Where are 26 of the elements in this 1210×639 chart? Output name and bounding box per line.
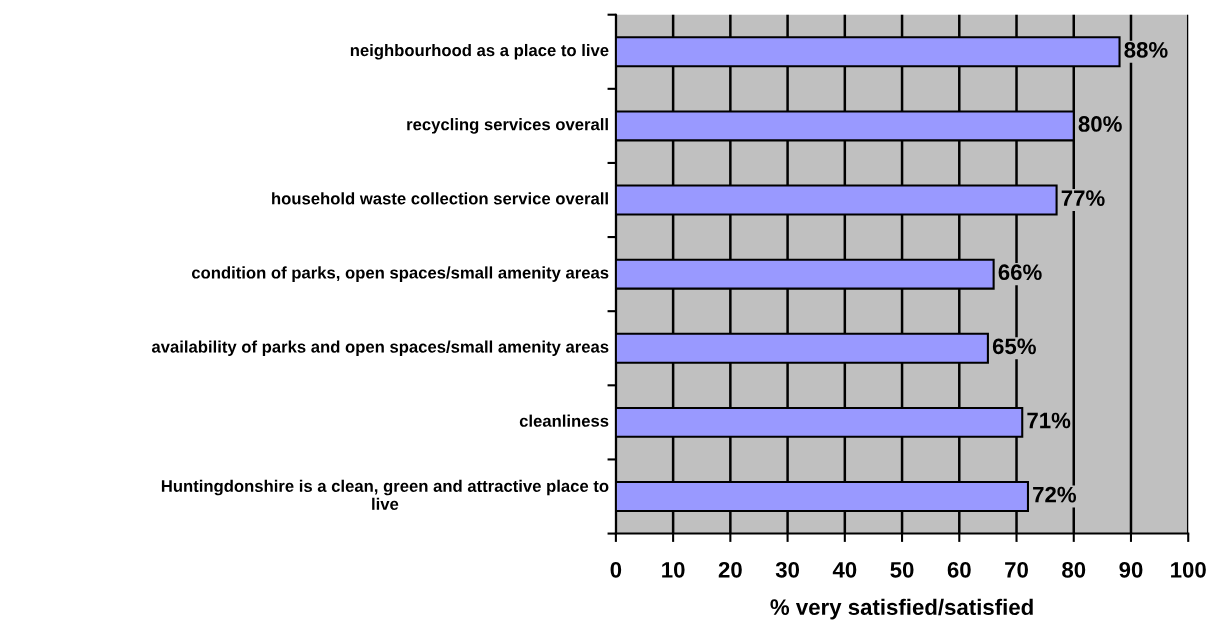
y-tick-label: Huntingdonshire is a clean, green and attractive place to live: [161, 479, 609, 510]
data-label: 88%: [1124, 41, 1168, 58]
data-label: 80%: [1078, 116, 1122, 132]
x-tick-label: 40: [832, 561, 857, 578]
x-axis-title: % very satisfied/satisfied: [770, 598, 1033, 620]
x-tick-label: 60: [947, 561, 971, 578]
data-label: 66%: [998, 264, 1042, 281]
x-tick-label: 90: [1119, 561, 1143, 578]
x-tick-label: 10: [662, 561, 685, 578]
data-label: 72%: [1033, 486, 1077, 503]
x-tick-label: 20: [718, 561, 742, 578]
x-tick-label: 70: [1005, 561, 1028, 578]
data-label: 77%: [1061, 190, 1105, 206]
y-tick-label: household waste collection service overall: [272, 192, 608, 205]
x-tick-label: 0: [610, 561, 622, 578]
x-tick-label: 30: [775, 561, 800, 578]
y-tick-label: condition of parks, open spaces/small amenity areas: [191, 266, 609, 282]
y-tick-label: neighbourhood as a place to live: [350, 43, 609, 60]
x-tick-label: 100: [1171, 561, 1206, 578]
y-tick-label: cleanliness: [519, 414, 609, 427]
data-label: 65%: [992, 338, 1036, 355]
x-tick-label: 80: [1062, 561, 1086, 578]
y-tick-label: recycling services overall: [407, 118, 608, 134]
x-tick-label: 50: [890, 561, 914, 578]
y-tick-label: availability of parks and open spaces/small amenity areas: [151, 340, 609, 357]
data-label: 71%: [1027, 412, 1071, 429]
